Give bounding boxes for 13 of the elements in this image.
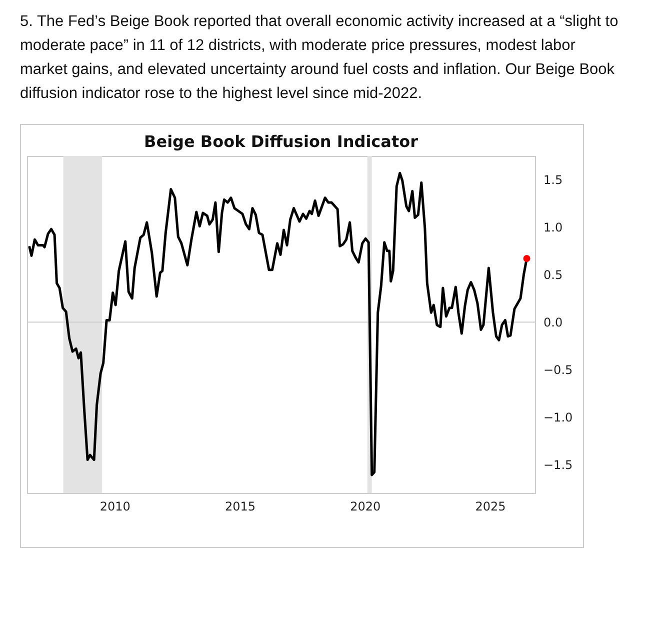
- x-tick-label: 2025: [475, 500, 506, 514]
- y-tick-label: −0.5: [544, 363, 573, 378]
- y-tick-label: 0.0: [544, 316, 563, 330]
- x-tick-label: 2015: [224, 500, 256, 514]
- x-tick-label: 2010: [100, 500, 130, 514]
- y-tick-label: 0.5: [544, 268, 563, 282]
- y-tick-label: 1.0: [544, 220, 563, 235]
- y-tick-label: 1.5: [544, 173, 563, 188]
- y-tick-label: −1.5: [544, 458, 573, 472]
- chart-title: Beige Book Diffusion Indicator: [144, 132, 418, 151]
- y-tick-label: −1.0: [544, 410, 573, 425]
- x-tick-label: 2020: [350, 500, 381, 514]
- text: 5. The Fed’s Beige Book reported that overall economic activity increased at a “slight to moderate pace” in 11 of 12 districts, with moderate price pressures, modest labor market gains, and elevated uncertainty around fuel costs and inflation. Our Beige Book diffusion indicator rose to the highest level since mid-2022.: [20, 12, 620, 104]
